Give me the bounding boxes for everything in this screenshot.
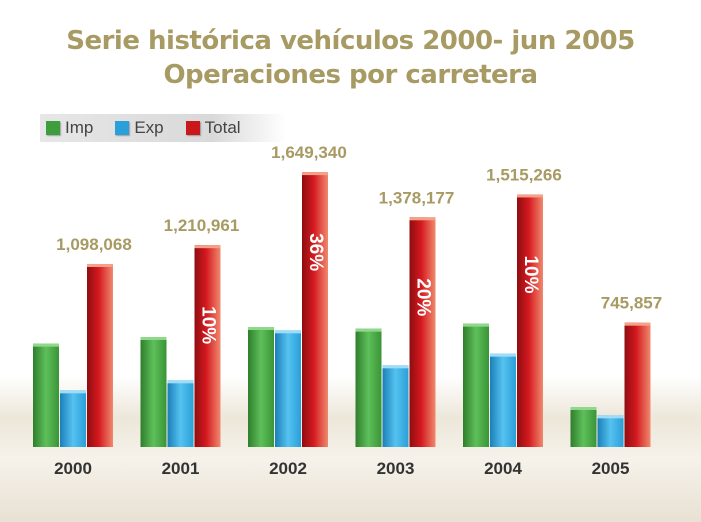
bar-total-2005 (624, 322, 651, 447)
bar-imp-2003 (355, 328, 382, 447)
bar-cap-total-2001 (194, 245, 221, 249)
bar-cap-imp-2003 (355, 328, 382, 332)
legend-label-imp: Imp (65, 118, 94, 137)
bar-exp-2003 (382, 365, 409, 447)
bar-imp-2004 (463, 323, 489, 447)
bar-total-2001 (194, 245, 221, 447)
category-label-2005: 2005 (592, 459, 630, 478)
growth-label-2004: 10% (520, 255, 541, 293)
bar-cap-total-2005 (624, 322, 651, 326)
bar-imp-2005 (570, 407, 597, 447)
bar-imp-2001 (140, 337, 167, 447)
bar-cap-total-2004 (517, 194, 543, 198)
bar-cap-exp-2004 (490, 353, 516, 357)
legend-swatch-exp (115, 121, 130, 135)
bar-cap-exp-2005 (597, 415, 624, 419)
bar-cap-exp-2002 (275, 330, 301, 334)
legend: Imp Exp Total (40, 114, 286, 142)
value-label-2003: 1,378,177 (379, 188, 455, 207)
labels-group: 1,098,068 2000 1,210,961 10% 2001 1,649,340 36… (54, 143, 662, 478)
bar-exp-2004 (490, 353, 516, 447)
bar-total-2004 (517, 194, 543, 447)
bar-imp-2000 (33, 343, 59, 447)
category-label-2002: 2002 (269, 459, 307, 478)
bar-cap-exp-2001 (167, 380, 194, 384)
bar-cap-total-2003 (409, 217, 436, 221)
bar-cap-imp-2000 (33, 343, 59, 347)
bar-exp-2002 (275, 330, 301, 447)
bar-exp-2000 (60, 390, 86, 447)
value-label-2005: 745,857 (601, 294, 662, 313)
legend-swatch-imp (46, 121, 60, 135)
chart-title-block: Serie histórica vehículos 2000- jun 2005… (0, 24, 701, 92)
legend-label-exp: Exp (134, 118, 164, 137)
legend-label-total: Total (204, 118, 241, 137)
bar-imp-2002 (248, 327, 274, 447)
bar-cap-total-2000 (87, 263, 113, 267)
bar-cap-exp-2003 (382, 365, 409, 369)
growth-label-2001: 10% (197, 306, 218, 344)
bar-cap-total-2002 (302, 172, 328, 176)
bar-cap-imp-2001 (140, 337, 167, 340)
legend-swatch-total (185, 121, 200, 135)
growth-label-2003: 20% (412, 278, 433, 316)
legend-item-total: Total (185, 118, 241, 138)
category-label-2003: 2003 (377, 459, 415, 478)
bar-exp-2001 (167, 380, 194, 447)
category-label-2001: 2001 (162, 459, 200, 478)
bar-total-2003 (409, 217, 436, 447)
growth-label-2002: 36% (305, 233, 326, 271)
bar-cap-imp-2004 (463, 323, 489, 327)
value-label-2002: 1,649,340 (271, 143, 347, 162)
value-label-2004: 1,515,266 (486, 165, 562, 184)
legend-item-imp: Imp (46, 118, 93, 138)
chart-subtitle: Operaciones por carretera (163, 60, 538, 90)
chart-title: Serie histórica vehículos 2000- jun 2005 (66, 26, 635, 56)
value-label-2000: 1,098,068 (56, 235, 132, 254)
category-label-2004: 2004 (484, 459, 522, 478)
bar-cap-exp-2000 (60, 390, 86, 394)
bar-total-2002 (302, 172, 328, 448)
bar-total-2000 (87, 263, 113, 447)
bar-exp-2005 (597, 415, 624, 447)
legend-item-exp: Exp (115, 118, 164, 138)
bars-group (33, 172, 651, 448)
value-label-2001: 1,210,961 (164, 216, 240, 235)
bar-cap-imp-2005 (570, 407, 597, 410)
bar-cap-imp-2002 (248, 327, 274, 330)
category-label-2000: 2000 (54, 459, 92, 478)
